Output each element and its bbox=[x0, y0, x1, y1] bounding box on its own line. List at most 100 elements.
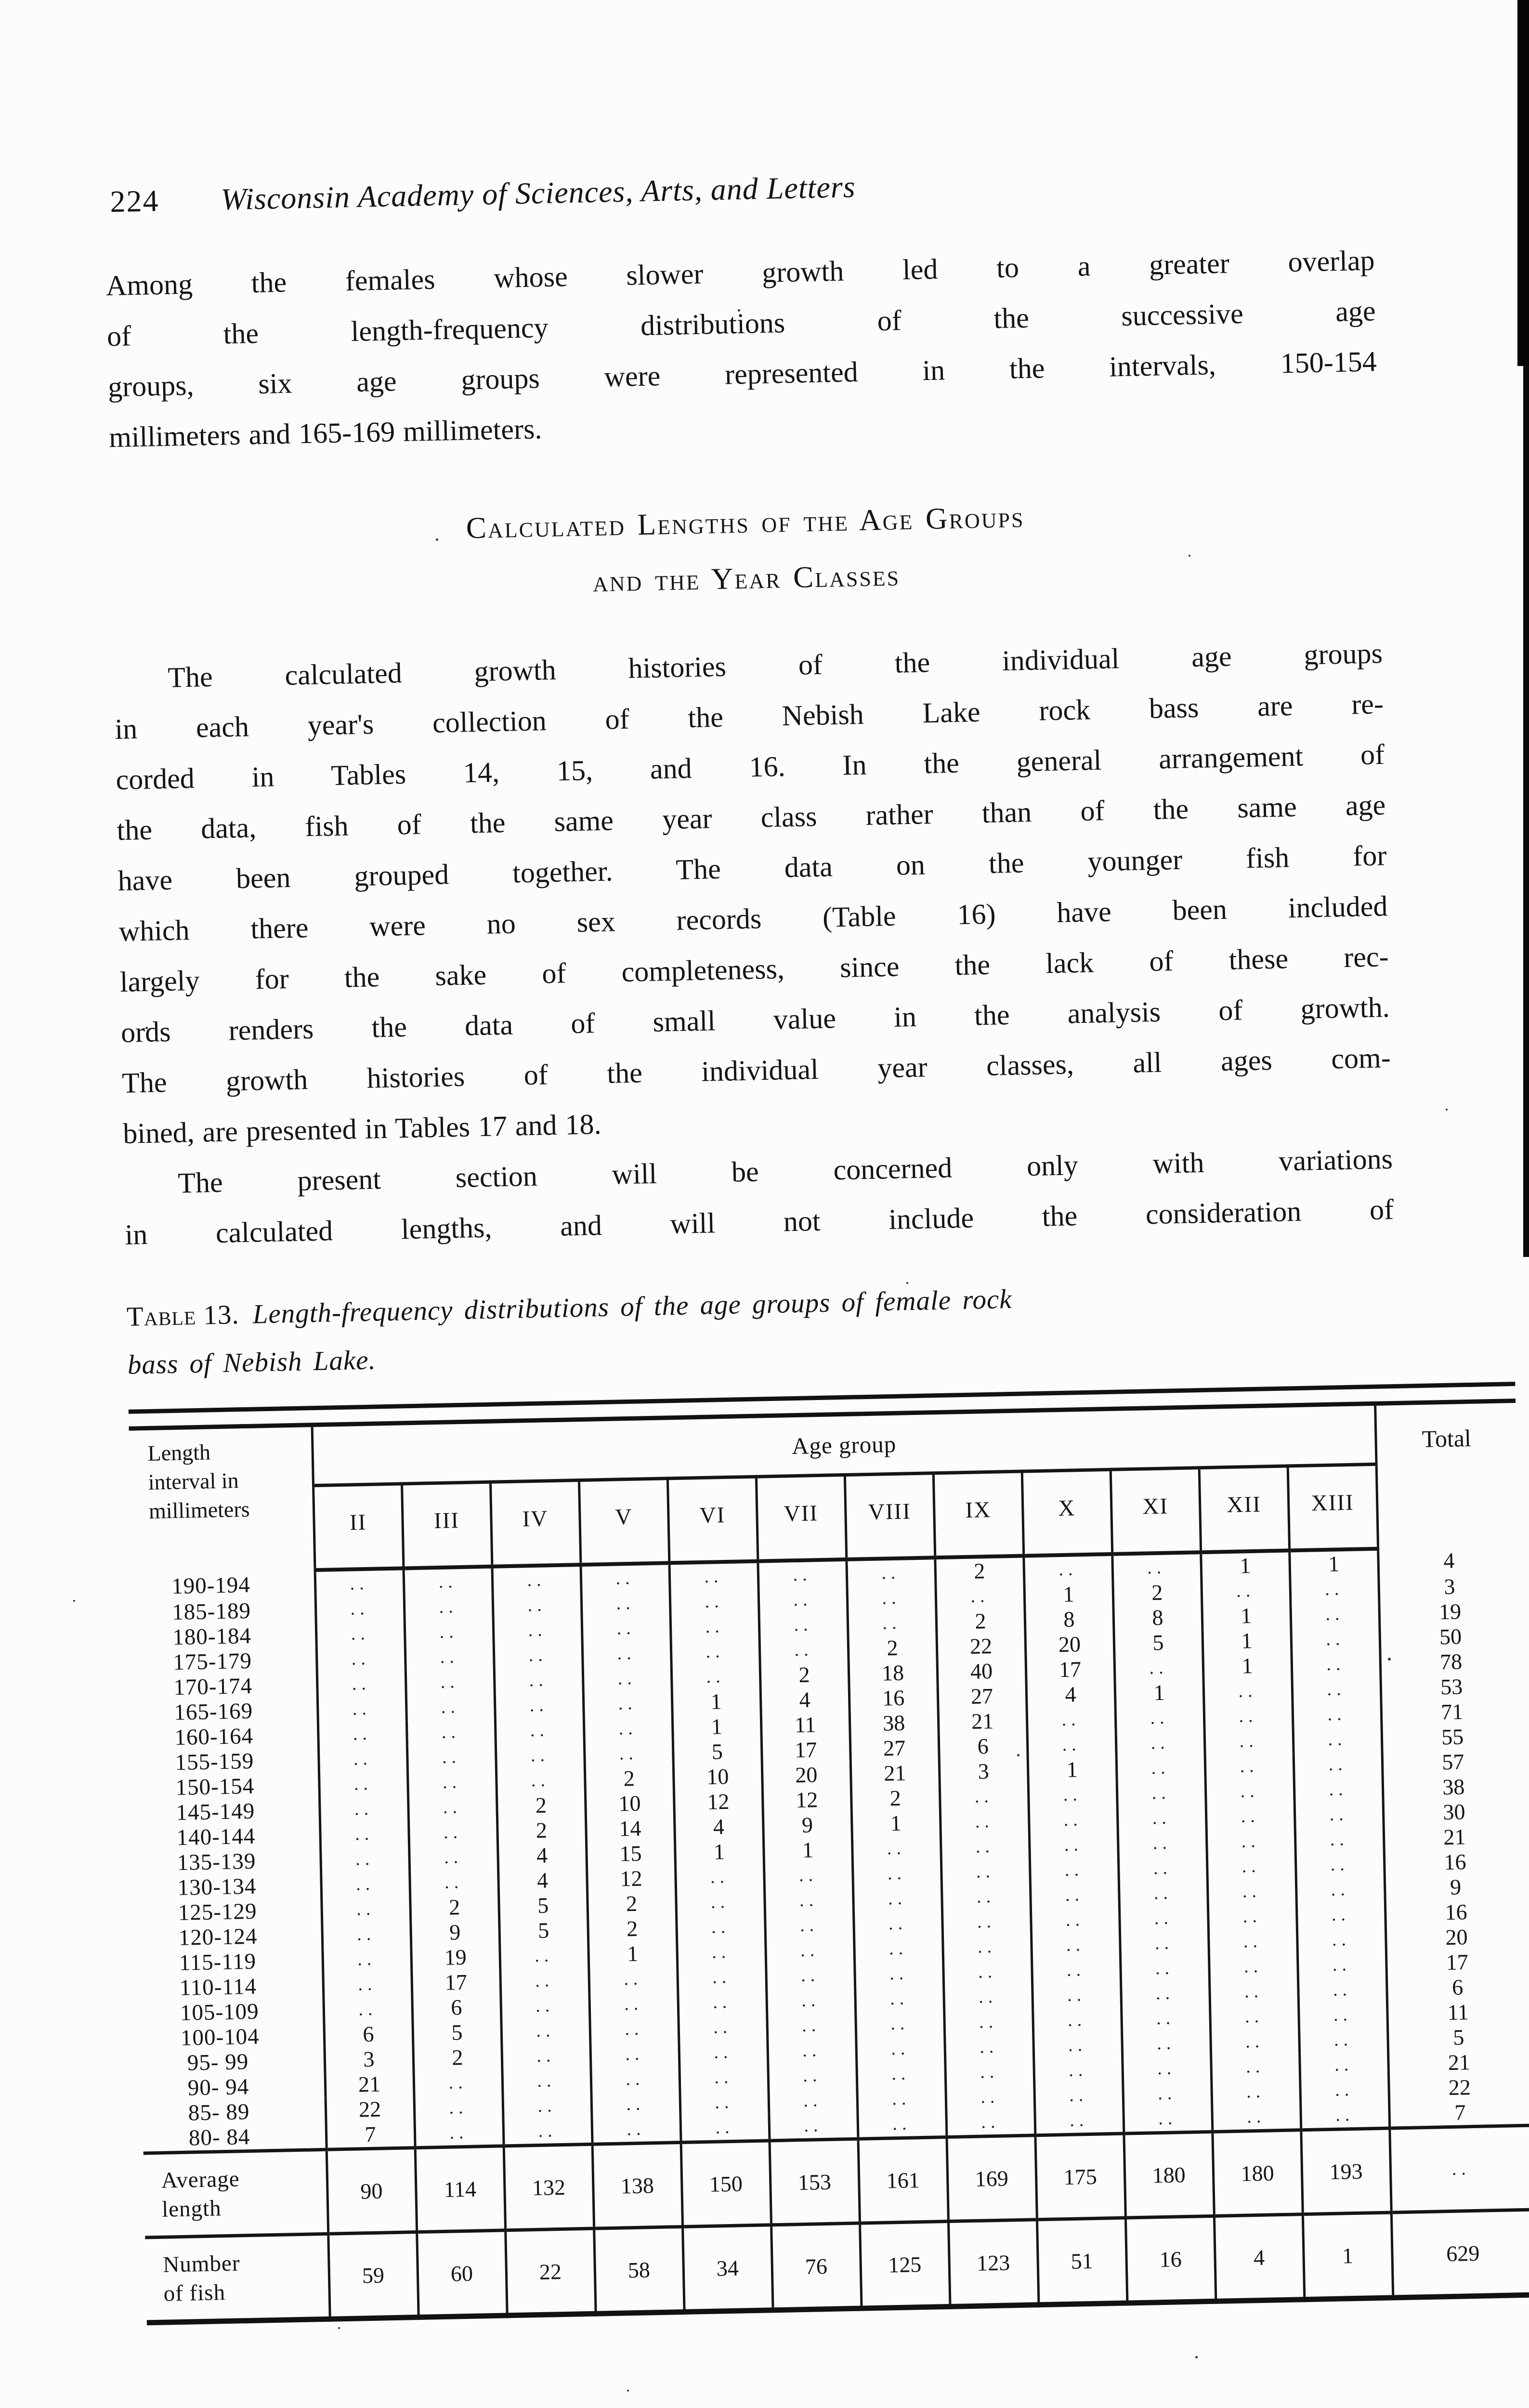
count-cell: .. bbox=[676, 1913, 766, 1941]
summary-value-cell: 1 bbox=[1302, 2212, 1393, 2300]
count-cell: 22 bbox=[358, 2096, 381, 2122]
count-cell: 2 bbox=[413, 2044, 502, 2071]
row-total-cell: 16 bbox=[1385, 1898, 1526, 1926]
row-total-cell: 53 bbox=[1380, 1673, 1522, 1701]
length-interval-cell: 100-104 bbox=[141, 2022, 325, 2052]
count-cell: .. bbox=[495, 1716, 584, 1744]
count-cell: 2 bbox=[935, 1556, 1024, 1585]
scan-noise-speck bbox=[738, 309, 740, 312]
count-cell: .. bbox=[1203, 1702, 1293, 1730]
count-cell: 9 bbox=[410, 1919, 500, 1946]
count-cell: .. bbox=[404, 1618, 494, 1646]
row-total-cell: 20 bbox=[1385, 1923, 1527, 1951]
summary-value-cell: 175 bbox=[1035, 2133, 1125, 2220]
length-interval-cell: 190-194 bbox=[131, 1570, 315, 1601]
count-cell: 3 bbox=[939, 1758, 1028, 1785]
count-cell: .. bbox=[944, 2008, 1033, 2036]
paragraph-1: Among the females whose slower growth le… bbox=[105, 235, 1378, 463]
count-cell: .. bbox=[943, 1958, 1032, 1986]
count-cell: .. bbox=[353, 1748, 373, 1769]
count-cell: .. bbox=[1122, 2029, 1211, 2057]
count-cell: 2 bbox=[850, 1785, 940, 1812]
count-cell: .. bbox=[1292, 1701, 1382, 1728]
scan-binding-shadow-top bbox=[1517, 0, 1529, 366]
count-cell: .. bbox=[580, 1563, 670, 1592]
summary-value-cell: 125 bbox=[860, 2221, 950, 2309]
age-column-header: II bbox=[313, 1483, 404, 1570]
count-cell: .. bbox=[355, 1848, 375, 1870]
count-cell: .. bbox=[1296, 1901, 1385, 1928]
count-cell: .. bbox=[358, 1999, 378, 2020]
count-cell: .. bbox=[856, 2035, 945, 2062]
age-column-header: V bbox=[578, 1478, 669, 1565]
summary-value-cell: 153 bbox=[769, 2139, 860, 2225]
count-cell: .. bbox=[1034, 2107, 1124, 2135]
scan-noise-speck bbox=[906, 1282, 908, 1284]
count-cell: 2 bbox=[588, 1915, 677, 1942]
count-cell: .. bbox=[1122, 2055, 1212, 2082]
scan-noise-speck bbox=[1388, 1658, 1391, 1661]
count-cell: .. bbox=[857, 2085, 946, 2112]
table-caption: Table 13. Length-frequency distributions … bbox=[126, 1268, 1397, 1389]
count-cell: 5 bbox=[412, 2019, 502, 2046]
count-cell: .. bbox=[501, 2017, 590, 2044]
count-cell: .. bbox=[414, 2094, 503, 2121]
count-cell: .. bbox=[855, 2010, 945, 2037]
count-cell: 6 bbox=[362, 2021, 374, 2047]
count-cell: .. bbox=[675, 1863, 765, 1891]
age-column-header: XII bbox=[1199, 1466, 1290, 1553]
length-frequency-table: Length interval in millimeters Age group… bbox=[129, 1402, 1529, 2326]
count-cell: .. bbox=[354, 1823, 374, 1845]
count-cell: .. bbox=[1211, 2078, 1301, 2105]
count-cell: 1 bbox=[588, 1940, 678, 1967]
count-cell: .. bbox=[1032, 1956, 1121, 1984]
count-cell: .. bbox=[765, 1937, 855, 1964]
count-cell: .. bbox=[351, 1648, 371, 1669]
count-cell: 17 bbox=[411, 1969, 501, 1996]
count-cell: .. bbox=[353, 1723, 372, 1744]
row-total-cell: 9 bbox=[1384, 1873, 1526, 1901]
count-cell: .. bbox=[1115, 1729, 1205, 1756]
count-cell: .. bbox=[1298, 2001, 1388, 2028]
count-cell: 5 bbox=[672, 1738, 762, 1766]
count-cell: .. bbox=[493, 1641, 583, 1669]
count-cell: .. bbox=[941, 1883, 1031, 1911]
count-cell: .. bbox=[1204, 1753, 1294, 1780]
count-cell: .. bbox=[582, 1640, 671, 1667]
count-cell: 1 bbox=[763, 1836, 852, 1864]
count-cell: 40 bbox=[937, 1658, 1026, 1685]
count-cell: .. bbox=[1118, 1855, 1207, 1882]
section-heading: Calculated Lengths of the Age Groups and… bbox=[110, 482, 1381, 619]
count-cell: 1 bbox=[1114, 1679, 1204, 1706]
count-cell: .. bbox=[351, 1623, 370, 1644]
count-cell: .. bbox=[769, 2112, 858, 2141]
count-cell: .. bbox=[856, 2060, 946, 2087]
count-cell: .. bbox=[492, 1565, 581, 1594]
count-cell: .. bbox=[409, 1869, 499, 1896]
scanned-page: 224 Wisconsin Academy of Sciences, Arts, … bbox=[104, 131, 1529, 2326]
row-total-cell: 17 bbox=[1385, 1948, 1527, 1976]
count-cell: .. bbox=[1300, 2101, 1390, 2130]
count-cell: .. bbox=[671, 1663, 760, 1690]
running-head: 224 Wisconsin Academy of Sciences, Arts, … bbox=[109, 152, 1379, 226]
count-cell: .. bbox=[496, 1767, 585, 1794]
count-cell: .. bbox=[406, 1718, 496, 1746]
count-cell: .. bbox=[679, 2064, 769, 2091]
count-cell: .. bbox=[1209, 1978, 1299, 2005]
count-cell: .. bbox=[680, 2114, 770, 2143]
count-cell: 21 bbox=[850, 1760, 940, 1787]
count-cell: .. bbox=[1299, 2051, 1389, 2079]
count-cell: .. bbox=[678, 1989, 767, 2016]
length-interval-cell: 160-164 bbox=[134, 1722, 318, 1751]
count-cell: 2 bbox=[584, 1765, 674, 1792]
count-cell: .. bbox=[851, 1835, 941, 1862]
age-column-header: XIII bbox=[1287, 1464, 1378, 1551]
count-cell: 5 bbox=[1113, 1629, 1203, 1656]
count-cell: 2 bbox=[1112, 1579, 1202, 1606]
count-cell: .. bbox=[353, 1773, 373, 1794]
count-cell: .. bbox=[1117, 1805, 1206, 1832]
scan-noise-speck bbox=[338, 2327, 340, 2329]
count-cell: .. bbox=[766, 1962, 855, 1989]
count-cell: .. bbox=[352, 1698, 372, 1719]
count-cell: .. bbox=[414, 2119, 504, 2148]
